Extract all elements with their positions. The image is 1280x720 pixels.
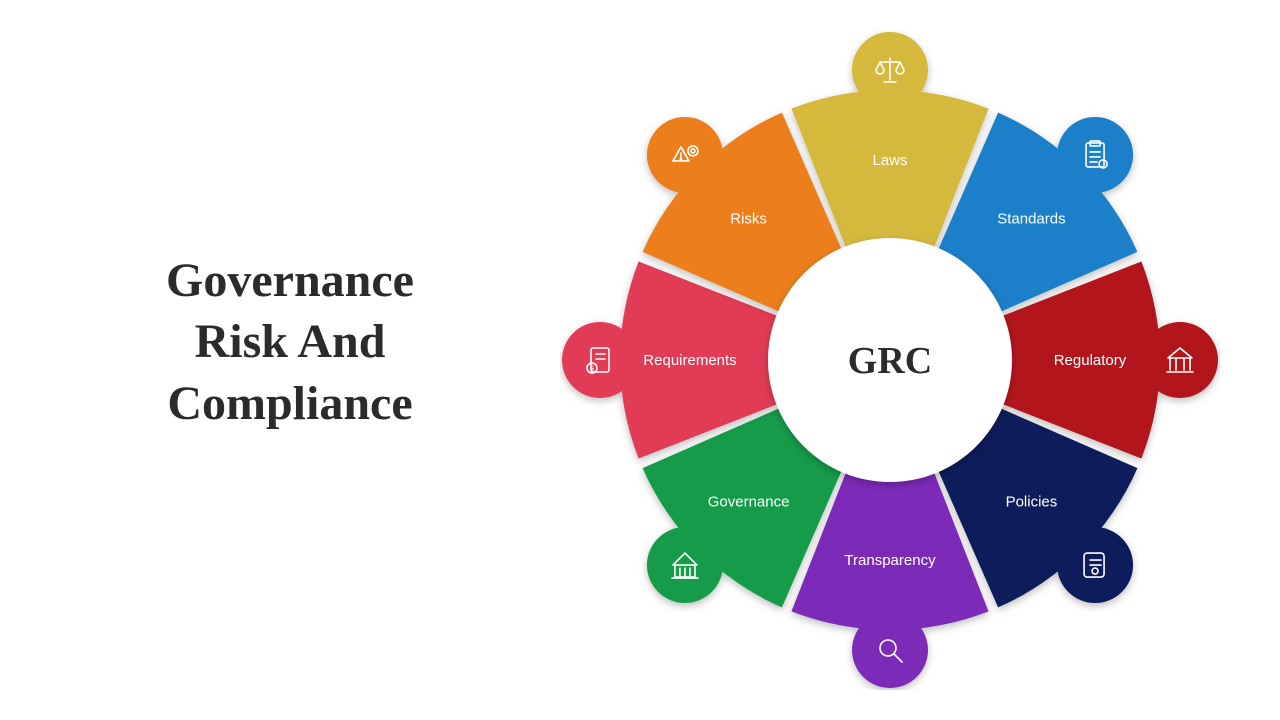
svg-text:$: $ [590, 364, 594, 373]
segment-bump [852, 612, 928, 688]
segment-label: Requirements [643, 352, 736, 369]
segment-bump [562, 322, 638, 398]
segment-label: Standards [997, 211, 1065, 228]
segment-bump [1142, 322, 1218, 398]
title-line-2: Risk And [60, 311, 520, 372]
page-title: Governance Risk And Compliance [60, 250, 520, 434]
slide: Governance Risk And Compliance Laws Stand… [0, 0, 1280, 720]
segment-label: Laws [872, 152, 907, 169]
segment-label: Regulatory [1054, 352, 1127, 369]
center-label: GRC [848, 340, 932, 382]
segment-label: Governance [708, 493, 790, 510]
segment-label: Risks [730, 211, 767, 228]
title-line-3: Compliance [60, 373, 520, 434]
segment-label: Transparency [844, 552, 936, 569]
segment-bump [1057, 117, 1133, 193]
segment-label: Policies [1006, 493, 1058, 510]
title-line-1: Governance [60, 250, 520, 311]
grc-wheel: Laws Standards Regulatory Policies Transpare… [560, 30, 1220, 690]
